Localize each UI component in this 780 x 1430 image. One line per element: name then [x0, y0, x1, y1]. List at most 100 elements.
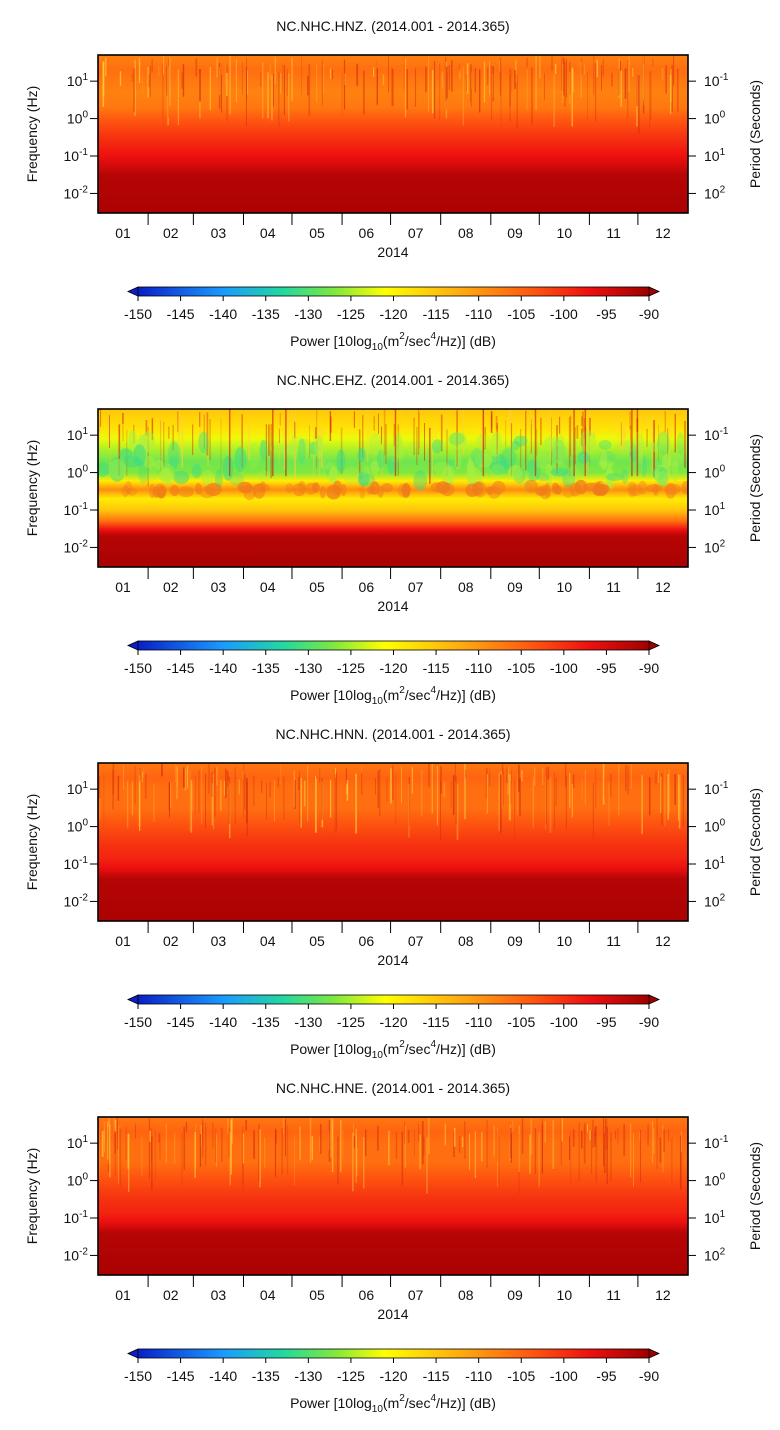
- y-right-tick-label: 10-1: [704, 426, 729, 443]
- colorbar-bar: [137, 1348, 650, 1359]
- x-axis-label: 2014: [377, 1306, 408, 1322]
- x-tick-label: 03: [211, 933, 227, 949]
- colorbar-label: Power [10log10(m2/sec4/Hz)] (dB): [290, 685, 496, 707]
- x-tick-label: 06: [359, 933, 375, 949]
- y-right-tick-label: 10-1: [704, 780, 729, 797]
- spectrogram-panel-2: NC.NHC.EHZ. (2014.001 - 2014.365) 01 02 03 0…: [24, 372, 763, 707]
- panel-title: NC.NHC.HNN. (2014.001 - 2014.365): [276, 726, 511, 742]
- x-tick-label: 05: [309, 933, 325, 949]
- x-tick-label: 07: [408, 225, 424, 241]
- colorbar-min-arrow: [127, 994, 139, 1005]
- y-tick-label: 10-1: [64, 501, 89, 518]
- colorbar-tick-label: -125: [337, 306, 365, 322]
- plot-frame: [97, 54, 689, 214]
- colorbar-tick-label: -150: [124, 306, 152, 322]
- colorbar-min-arrow: [127, 640, 139, 651]
- spectrogram-panel-4: NC.NHC.HNE. (2014.001 - 2014.365) 01 02 03 0…: [24, 1080, 763, 1415]
- heatmap-texture: [102, 55, 679, 134]
- y-tick-label: 101: [67, 426, 89, 443]
- x-tick-label: 10: [557, 579, 573, 595]
- y-right-tick-label: 101: [704, 147, 726, 164]
- x-tick-label: 11: [606, 933, 621, 949]
- x-tick-label: 06: [359, 1287, 375, 1303]
- colorbar-tick-label: -115: [423, 306, 450, 322]
- colorbar-tick-label: -110: [465, 660, 492, 676]
- x-tick-label: 06: [359, 225, 375, 241]
- colorbar-tick-label: -135: [252, 1014, 280, 1030]
- colorbar-tick-label: -145: [167, 1014, 195, 1030]
- x-tick-label: 05: [309, 1287, 325, 1303]
- panel-title: NC.NHC.EHZ. (2014.001 - 2014.365): [277, 372, 510, 388]
- y-right-axis-label: Period (Seconds): [747, 1142, 763, 1250]
- colorbar-tick-label: -140: [209, 1014, 237, 1030]
- colorbar-bar: [137, 286, 650, 297]
- colorbar-tick-label: -105: [507, 1014, 535, 1030]
- colorbar-tick-label: -100: [550, 1014, 578, 1030]
- colorbar-tick-label: -95: [596, 306, 616, 322]
- heatmap-texture: [98, 409, 688, 501]
- colorbar-tick-label: -130: [294, 1368, 322, 1384]
- colorbar-tick-label: -100: [550, 1368, 578, 1384]
- colorbar: -150 -145 -140 -135 -130 -125 -120 -115 -110 -105…: [124, 640, 660, 707]
- colorbar-tick-label: -140: [209, 1368, 237, 1384]
- y-tick-label: 100: [67, 818, 89, 835]
- y-right-tick-label: 102: [704, 538, 726, 555]
- colorbar-tick-label: -150: [124, 1368, 152, 1384]
- y-right-tick-label: 100: [704, 110, 726, 127]
- colorbar-tick-label: -125: [337, 1014, 365, 1030]
- colorbar-tick-label: -145: [167, 306, 195, 322]
- colorbar-tick-label: -125: [337, 1368, 365, 1384]
- colorbar-tick-label: -130: [294, 1014, 322, 1030]
- colorbar: -150 -145 -140 -135 -130 -125 -120 -115 -110 -105…: [124, 994, 660, 1061]
- x-tick-label: 12: [655, 579, 671, 595]
- x-tick-label: 02: [163, 225, 179, 241]
- plot-frame: [97, 408, 689, 568]
- x-tick-label: 09: [507, 1287, 523, 1303]
- x-tick-label: 05: [309, 579, 325, 595]
- colorbar: -150 -145 -140 -135 -130 -125 -120 -115 -110 -105…: [124, 286, 660, 353]
- colorbar-label: Power [10log10(m2/sec4/Hz)] (dB): [290, 1393, 496, 1415]
- x-tick-label: 08: [458, 1287, 474, 1303]
- colorbar-tick-label: -105: [507, 660, 535, 676]
- y-right-axis-label: Period (Seconds): [747, 434, 763, 542]
- x-tick-label: 02: [163, 933, 179, 949]
- x-tick-label: 12: [655, 1287, 671, 1303]
- y-tick-label: 10-2: [64, 184, 89, 201]
- x-tick-label: 03: [211, 1287, 227, 1303]
- spectrogram-heatmap: [98, 1117, 688, 1275]
- x-tick-label: 08: [458, 579, 474, 595]
- spectrogram-panel-3: NC.NHC.HNN. (2014.001 - 2014.365) 01 02 03 0…: [24, 726, 763, 1061]
- x-tick-label: 01: [115, 933, 131, 949]
- colorbar-tick-label: -90: [639, 1368, 659, 1384]
- colorbar-max-arrow: [648, 640, 660, 651]
- x-tick-label: 09: [507, 933, 523, 949]
- y-tick-label: 100: [67, 110, 89, 127]
- colorbar-tick-label: -110: [465, 1014, 492, 1030]
- colorbar-tick-label: -120: [379, 660, 407, 676]
- x-tick-label: 11: [606, 1287, 621, 1303]
- colorbar-tick-label: -120: [379, 1014, 407, 1030]
- x-tick-label: 02: [163, 579, 179, 595]
- x-axis-label: 2014: [377, 598, 408, 614]
- colorbar-tick-label: -115: [423, 660, 450, 676]
- colorbar-tick-label: -100: [550, 660, 578, 676]
- colorbar-tick-label: -140: [209, 306, 237, 322]
- y-right-tick-label: 101: [704, 501, 726, 518]
- x-tick-label: 04: [260, 933, 276, 949]
- y-tick-label: 100: [67, 1172, 89, 1189]
- colorbar-tick-label: -115: [423, 1014, 450, 1030]
- colorbar-tick-label: -140: [209, 660, 237, 676]
- spectrogram-panel-1: NC.NHC.HNZ. (2014.001 - 2014.365) 01 02 03 0…: [24, 18, 763, 353]
- colorbar-tick-label: -110: [465, 1368, 492, 1384]
- colorbar-max-arrow: [648, 994, 660, 1005]
- y-right-tick-label: 102: [704, 892, 726, 909]
- x-axis-label: 2014: [377, 244, 408, 260]
- x-tick-label: 07: [408, 933, 424, 949]
- x-tick-label: 04: [260, 1287, 276, 1303]
- colorbar-tick-label: -105: [507, 1368, 535, 1384]
- colorbar-tick-label: -150: [124, 660, 152, 676]
- x-tick-label: 01: [115, 225, 131, 241]
- spectrogram-heatmap: [98, 763, 688, 921]
- y-axis-label: Frequency (Hz): [24, 440, 40, 536]
